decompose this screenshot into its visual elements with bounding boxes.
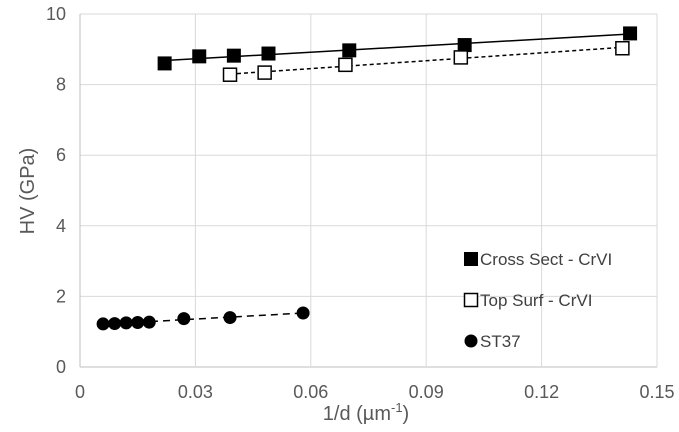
x-tick-label: 0.03 — [178, 382, 213, 402]
data-point — [623, 26, 638, 41]
data-point — [192, 49, 207, 64]
series-1 — [157, 26, 638, 71]
data-point — [226, 48, 241, 63]
legend-label: Cross Sect - CrVI — [480, 250, 612, 269]
grid-lines — [79, 13, 658, 368]
y-tick-label: 6 — [56, 145, 66, 165]
legend-marker — [463, 292, 479, 308]
x-tick-label: 0.15 — [639, 382, 674, 402]
data-point — [108, 317, 122, 331]
data-point — [177, 312, 191, 326]
data-point — [131, 316, 145, 330]
data-series — [96, 26, 638, 331]
legend-item: ST37 — [464, 332, 521, 351]
data-point — [142, 315, 156, 329]
data-point — [261, 46, 276, 61]
y-tick-label: 2 — [56, 286, 66, 306]
x-axis-title-end: ) — [403, 403, 410, 425]
series-3 — [96, 306, 310, 331]
x-axis-title: 1/d (µm-1) — [323, 400, 409, 425]
series-trend-line — [164, 33, 631, 62]
data-point — [338, 57, 353, 73]
y-tick-label: 4 — [56, 216, 66, 236]
y-tick-labels: 0 2 4 6 8 10 — [46, 4, 66, 377]
y-tick-label: 8 — [56, 75, 66, 95]
x-tick-label: 0 — [75, 382, 85, 402]
series-2 — [222, 40, 630, 82]
data-point — [96, 317, 110, 331]
y-tick-label: 0 — [56, 357, 66, 377]
legend: Cross Sect - CrVI Top Surf - CrVI ST37 — [463, 250, 612, 351]
legend-label: ST37 — [480, 332, 521, 351]
y-axis-title: HV (GPa) — [17, 148, 39, 235]
x-tick-label: 0.09 — [409, 382, 444, 402]
data-point — [223, 311, 237, 325]
x-tick-labels: 0 0.03 0.06 0.09 0.12 0.15 — [75, 382, 675, 402]
data-point — [453, 50, 469, 65]
legend-item: Top Surf - CrVI — [463, 291, 592, 310]
x-axis-title-base: 1/d (µm — [323, 403, 391, 425]
data-point — [615, 40, 630, 56]
data-point — [222, 67, 238, 82]
x-axis-title-superscript: -1 — [391, 400, 403, 415]
y-tick-label: 10 — [46, 4, 66, 24]
legend-item: Cross Sect - CrVI — [464, 250, 612, 269]
data-point — [257, 65, 272, 80]
x-tick-label: 0.06 — [293, 382, 328, 402]
data-point — [157, 56, 172, 71]
series-trend-line — [229, 46, 623, 75]
legend-marker — [464, 252, 478, 266]
data-point — [457, 38, 472, 53]
data-point — [296, 306, 310, 320]
legend-label: Top Surf - CrVI — [480, 291, 592, 310]
legend-marker — [464, 334, 478, 348]
series-trend-line — [103, 312, 304, 325]
x-tick-label: 0.12 — [524, 382, 559, 402]
data-point — [342, 43, 357, 58]
data-point — [119, 316, 133, 330]
